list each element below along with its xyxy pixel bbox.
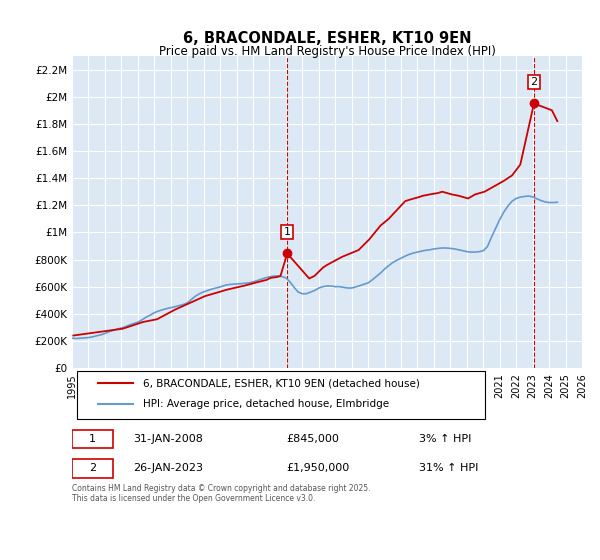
Text: £1,950,000: £1,950,000 bbox=[286, 463, 349, 473]
Text: 3% ↑ HPI: 3% ↑ HPI bbox=[419, 434, 471, 444]
Text: 26-JAN-2023: 26-JAN-2023 bbox=[133, 463, 203, 473]
Text: 31-JAN-2008: 31-JAN-2008 bbox=[133, 434, 203, 444]
Text: 6, BRACONDALE, ESHER, KT10 9EN: 6, BRACONDALE, ESHER, KT10 9EN bbox=[183, 31, 471, 46]
Text: 1: 1 bbox=[284, 227, 290, 237]
Text: Price paid vs. HM Land Registry's House Price Index (HPI): Price paid vs. HM Land Registry's House … bbox=[158, 45, 496, 58]
Text: 1: 1 bbox=[89, 434, 96, 444]
Text: £845,000: £845,000 bbox=[286, 434, 339, 444]
Text: 31% ↑ HPI: 31% ↑ HPI bbox=[419, 463, 478, 473]
Text: 2: 2 bbox=[530, 77, 538, 87]
FancyBboxPatch shape bbox=[72, 430, 113, 449]
FancyBboxPatch shape bbox=[72, 459, 113, 478]
Text: HPI: Average price, detached house, Elmbridge: HPI: Average price, detached house, Elmb… bbox=[143, 399, 389, 409]
FancyBboxPatch shape bbox=[77, 371, 485, 419]
Text: Contains HM Land Registry data © Crown copyright and database right 2025.
This d: Contains HM Land Registry data © Crown c… bbox=[72, 484, 371, 503]
Text: 2: 2 bbox=[89, 463, 96, 473]
Text: 6, BRACONDALE, ESHER, KT10 9EN (detached house): 6, BRACONDALE, ESHER, KT10 9EN (detached… bbox=[143, 378, 420, 388]
